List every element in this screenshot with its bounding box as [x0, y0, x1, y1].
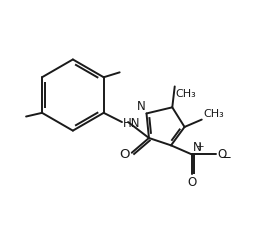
- Text: −: −: [222, 151, 232, 164]
- Text: HN: HN: [123, 116, 141, 129]
- Text: CH₃: CH₃: [203, 109, 224, 119]
- Text: O: O: [218, 148, 227, 161]
- Text: O: O: [119, 148, 129, 161]
- Text: N: N: [192, 141, 201, 154]
- Text: N: N: [136, 100, 145, 113]
- Text: O: O: [187, 176, 197, 188]
- Text: +: +: [196, 141, 205, 151]
- Text: CH₃: CH₃: [175, 88, 196, 98]
